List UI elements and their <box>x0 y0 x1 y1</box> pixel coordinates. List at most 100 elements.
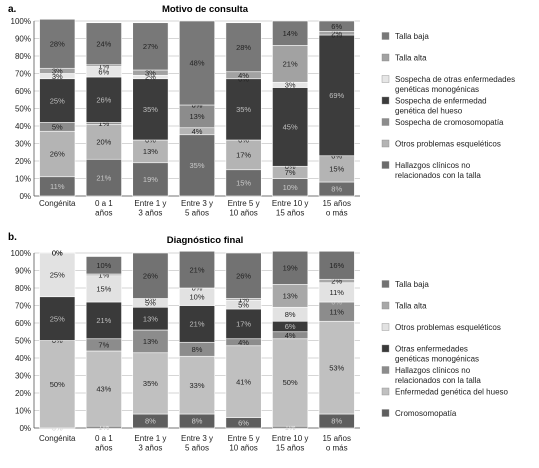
panel-a-data-label: 15% <box>329 165 344 174</box>
panel-b-ytick-label: 70% <box>15 302 31 311</box>
panel-a-ytick-label: 20% <box>15 157 31 166</box>
panel-a-data-label: 48% <box>189 59 204 68</box>
panel-b-bar-segment <box>132 252 169 299</box>
panel-b-ytick-label: 30% <box>15 372 31 381</box>
panel-b-data-label: 4% <box>238 338 249 347</box>
panel-a-legend-swatch <box>381 139 390 148</box>
panel-b-ytick-label: 80% <box>15 284 31 293</box>
panel-a-category-label: 0 a 1 <box>95 199 113 208</box>
panel-a-category-label: 5 años <box>185 209 209 218</box>
panel-b-data-label: 11% <box>329 288 344 297</box>
panel-b-data-label: 41% <box>236 377 251 386</box>
panel-b-data-label: 0% <box>52 249 63 258</box>
panel-a-ytick-label: 40% <box>15 122 31 131</box>
panel-b-data-label: 26% <box>236 271 251 280</box>
panel-a-legend-swatch <box>381 53 390 62</box>
panel-b-bar-segment <box>225 252 262 299</box>
panel-b-data-label: 8% <box>331 417 342 426</box>
panel-b-bar-segment <box>179 250 215 289</box>
panel-b-category-label: 15 años <box>322 434 350 443</box>
panel-b-ytick-label: 10% <box>15 407 31 416</box>
panel-a-data-label: 3% <box>52 72 63 81</box>
panel-b-data-label: 5% <box>238 300 249 309</box>
panel-a-legend-label: Talla alta <box>395 54 427 63</box>
panel-a-bar-segment <box>318 20 355 32</box>
panel-b-legend-swatch <box>381 280 390 288</box>
panel-a-letter: a. <box>8 4 17 15</box>
panel-a-legend-label: genéticas monogénicas <box>395 85 479 94</box>
panel-a-legend-label: relacionados con la talla <box>395 171 481 180</box>
panel-b-title: Diagnóstico final <box>167 235 244 246</box>
panel-a-data-label: 11% <box>50 182 65 191</box>
panel-a-data-label: 21% <box>283 60 298 69</box>
panel-a-title: Motivo de consulta <box>162 4 249 15</box>
panel-b-data-label: 6% <box>285 322 296 331</box>
panel-a-data-label: 13% <box>189 112 204 121</box>
panel-a-bar-segment <box>272 87 309 167</box>
panel-a-bar-segment <box>85 76 122 123</box>
panel-a-data-label: 10% <box>283 183 298 192</box>
panel-a-data-label: 3% <box>52 67 63 76</box>
panel-a-data-label: 6% <box>98 67 109 76</box>
panel-a-bar-segment <box>39 18 76 69</box>
panel-a-data-label: 15% <box>236 179 251 188</box>
panel-a-data-label: 8% <box>331 185 342 194</box>
panel-b-bar-segment <box>179 355 215 415</box>
panel-a-data-label: 35% <box>236 105 251 114</box>
panel-b-data-label: 6% <box>238 418 249 427</box>
panel-b-data-label: 13% <box>143 314 158 323</box>
panel-a-bar-segment <box>318 34 355 157</box>
panel-a-category-label: o más <box>326 209 348 218</box>
panel-a-category-label: Entre 5 y <box>228 199 260 208</box>
panel-a-data-label: 24% <box>96 39 111 48</box>
panel-a-legend-label: Sospecha de otras enfermedades <box>395 75 515 84</box>
panel-b-bar-segment <box>85 275 122 303</box>
panel-b-data-label: 43% <box>96 384 111 393</box>
panel-a-bar-segment <box>85 22 122 66</box>
panel-b-category-label: 15 años <box>276 444 304 453</box>
panel-b-data-label: 10% <box>189 292 204 301</box>
panel-b-data-label: 1% <box>238 295 249 304</box>
panel-b-data-label: 8% <box>192 345 203 354</box>
panel-a-legend-label: Talla baja <box>395 32 429 41</box>
panel-b-data-label: 35% <box>143 379 158 388</box>
panel-b-legend-label: Enfermedad genética del hueso <box>395 388 509 397</box>
panel-b-data-label: 50% <box>283 378 298 387</box>
panel-a-data-label: 26% <box>50 150 65 159</box>
panel-a-data-label: 25% <box>50 96 65 105</box>
panel-b-data-label: 19% <box>283 264 298 273</box>
panel-a-legend-swatch <box>381 161 390 169</box>
panel-b-data-label: 4% <box>285 331 296 340</box>
panel-b-legend-swatch <box>381 323 390 331</box>
panel-a-bar-segment <box>39 130 76 178</box>
panel-b-data-label: 53% <box>329 363 344 372</box>
panel-a-legend-label: Hallazgos clínicos no <box>395 161 471 170</box>
panel-a-data-label: 1% <box>98 119 109 128</box>
panel-a-data-label: 69% <box>329 91 344 100</box>
panel-b-data-label: 5% <box>145 299 156 308</box>
panel-b-legend: Talla baja Talla alta Otros problemas esqu… <box>381 280 509 418</box>
panel-b-legend-label: genéticas monogénicas <box>395 355 479 364</box>
panel-b-data-label: 11% <box>329 307 344 316</box>
panel-a-data-label: 14% <box>283 29 298 38</box>
panel-b-data-label: 21% <box>96 316 111 325</box>
panel-a-category-label: años <box>95 209 112 218</box>
panel-a-category-label: Entre 1 y <box>134 199 166 208</box>
panel-a-data-label: 21% <box>96 173 111 182</box>
panel-a-category-label: 15 años <box>322 199 350 208</box>
panel-a-ytick-label: 0% <box>19 192 31 201</box>
panel-b-data-label: 10% <box>96 261 111 270</box>
panel-b-data-label: 21% <box>189 265 204 274</box>
panel-a-bar-segment <box>132 162 169 197</box>
panel-b-category-label: 10 años <box>229 444 257 453</box>
panel-b-data-label: 8% <box>145 417 156 426</box>
panel-a-data-label: 28% <box>50 39 65 48</box>
panel-b-data-label: 25% <box>50 314 65 323</box>
panel-a-data-label: 1% <box>98 61 109 70</box>
panel-a-bar-segment <box>179 20 215 106</box>
panel-a-category-label: 3 años <box>138 209 162 218</box>
panel-b-legend-label: Cromosomopatía <box>395 409 457 418</box>
panel-b-category-label: Congénita <box>39 434 76 443</box>
panel-b-ytick-label: 60% <box>15 319 31 328</box>
